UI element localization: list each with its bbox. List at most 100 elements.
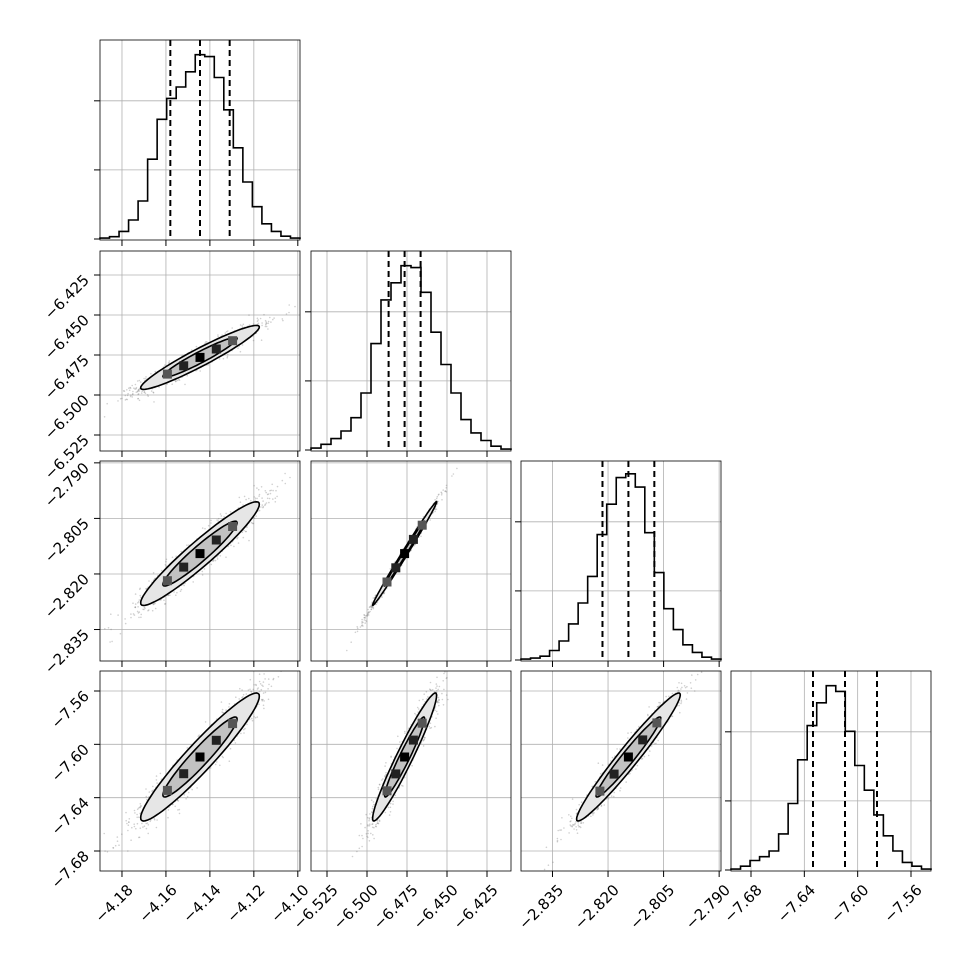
- axes-frame: [730, 670, 932, 872]
- sample-point: [205, 341, 207, 343]
- sample-point: [267, 328, 269, 330]
- sample-point: [285, 313, 288, 315]
- sample-point: [186, 544, 188, 546]
- sample-point: [265, 321, 268, 323]
- sample-point: [152, 391, 155, 394]
- sample-point: [258, 495, 260, 497]
- sample-point: [131, 384, 133, 387]
- sample-point: [268, 501, 270, 504]
- sample-point: [111, 640, 113, 643]
- sample-point: [436, 495, 439, 498]
- sample-point: [252, 522, 255, 525]
- axes-frame: [310, 250, 512, 452]
- sample-point: [145, 588, 147, 590]
- sample-point: [158, 386, 160, 388]
- sample-point: [138, 611, 141, 613]
- sample-point: [257, 488, 260, 491]
- sample-point: [259, 317, 262, 320]
- sample-point: [190, 349, 193, 351]
- sample-point: [164, 364, 166, 366]
- sample-point: [239, 324, 242, 326]
- sample-point: [265, 491, 268, 494]
- sample-point: [362, 621, 364, 624]
- sample-point: [260, 506, 262, 508]
- sample-point: [371, 601, 373, 604]
- sample-point: [134, 606, 136, 608]
- sample-point: [106, 402, 108, 405]
- sample-point: [225, 556, 227, 558]
- sample-point: [241, 531, 244, 533]
- sample-point: [261, 504, 264, 506]
- sample-point: [210, 519, 212, 522]
- sample-point: [242, 504, 244, 506]
- sample-point: [444, 490, 446, 493]
- sample-point: [238, 496, 241, 499]
- sample-point: [153, 817, 155, 820]
- sample-point: [233, 545, 235, 548]
- sample-point: [139, 812, 141, 815]
- sample-point: [124, 618, 126, 620]
- sample-point: [370, 605, 373, 608]
- sample-point: [164, 603, 167, 605]
- sample-point: [135, 387, 137, 390]
- sample-point: [435, 497, 438, 500]
- sample-point: [126, 394, 129, 397]
- sample-point: [219, 555, 222, 557]
- sample-point: [372, 606, 375, 608]
- sample-point: [273, 317, 275, 319]
- sample-point: [260, 486, 263, 488]
- sample-point: [145, 378, 147, 380]
- sample-point: [262, 505, 265, 508]
- sample-point: [265, 325, 268, 328]
- sample-point: [434, 508, 436, 511]
- sample-point: [110, 613, 112, 615]
- sample-point: [136, 610, 139, 613]
- sample-point: [222, 357, 225, 360]
- sample-point: [438, 493, 440, 496]
- sample-point: [288, 311, 290, 314]
- sample-point: [104, 628, 106, 630]
- sample-point: [145, 587, 148, 590]
- sample-point: [242, 323, 245, 326]
- sample-point: [252, 323, 255, 326]
- sample-point: [274, 501, 277, 503]
- sample-point: [165, 560, 167, 563]
- sample-point: [264, 490, 267, 492]
- sample-point: [451, 475, 453, 477]
- sample-point: [441, 499, 443, 501]
- sample-point: [294, 305, 296, 308]
- sample-point: [166, 383, 168, 386]
- sample-point: [137, 602, 139, 604]
- sample-point: [127, 392, 129, 395]
- sample-point: [239, 350, 242, 353]
- sample-point: [152, 603, 155, 605]
- sample-point: [445, 484, 448, 487]
- sample-point: [229, 511, 232, 513]
- sample-point: [435, 508, 438, 511]
- sample-point: [253, 484, 255, 487]
- sample-point: [255, 515, 257, 517]
- sample-point: [137, 393, 139, 396]
- sample-point: [381, 596, 383, 598]
- sample-point: [106, 851, 109, 853]
- sample-point: [227, 330, 229, 332]
- sample-point: [148, 609, 150, 611]
- histogram-step-line: [730, 684, 932, 870]
- sample-point: [376, 601, 379, 604]
- sample-point: [245, 530, 247, 533]
- sample-point: [225, 330, 228, 333]
- sample-point: [363, 616, 366, 619]
- sample-point: [257, 322, 260, 325]
- sample-point: [119, 632, 122, 635]
- sample-point: [130, 839, 132, 841]
- axes-frame: [520, 460, 722, 662]
- sample-point: [288, 304, 291, 306]
- sample-point: [124, 394, 127, 397]
- sample-point: [346, 649, 348, 652]
- sample-point: [265, 502, 268, 504]
- sample-point: [368, 606, 371, 609]
- density-cell: [228, 522, 238, 531]
- sample-point: [369, 610, 371, 613]
- sample-point: [136, 390, 139, 393]
- sample-point: [250, 521, 253, 524]
